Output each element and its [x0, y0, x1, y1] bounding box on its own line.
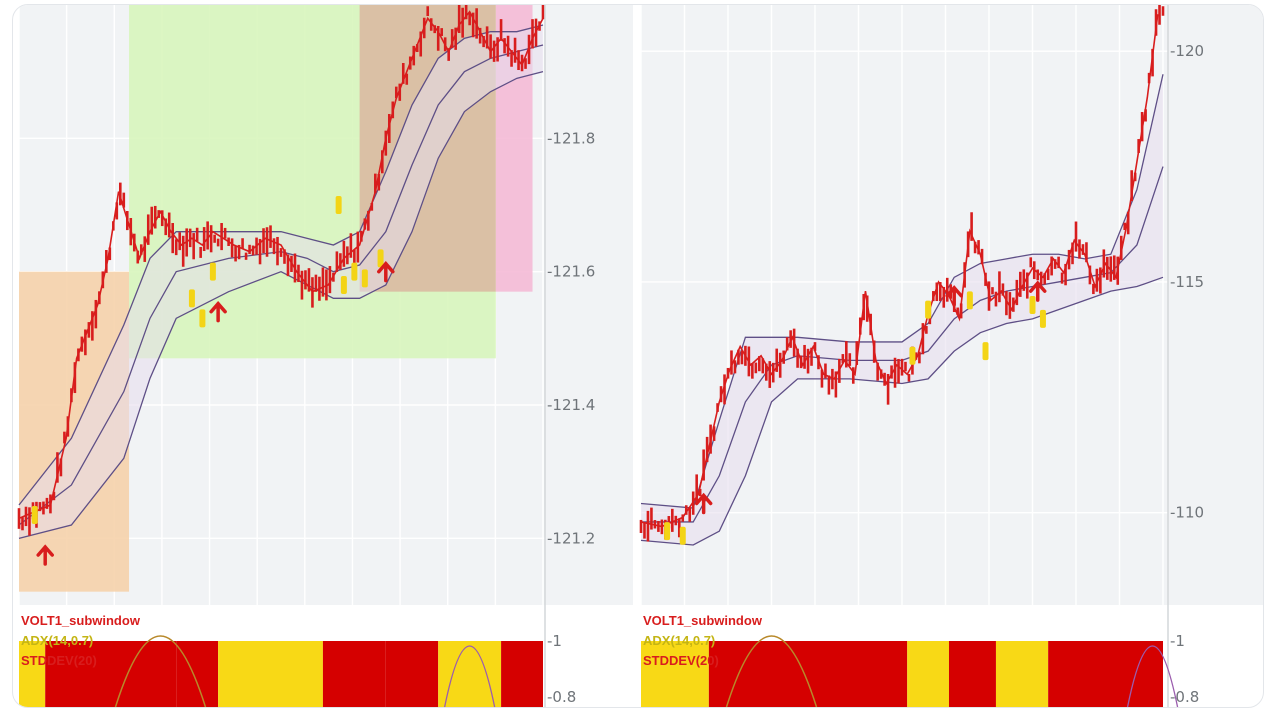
indicator-block-red	[708, 641, 908, 707]
indicator-block-red	[45, 641, 177, 707]
signal-marker	[188, 289, 195, 308]
buy-arrow-icon	[694, 492, 713, 515]
signal-marker	[361, 269, 368, 288]
adx-line	[725, 635, 818, 707]
signal-marker	[199, 309, 206, 328]
buy-arrow-icon	[377, 261, 395, 283]
signal-marker	[1029, 296, 1036, 314]
signal-marker	[209, 262, 216, 281]
signal-marker	[664, 522, 671, 541]
left-chart-panel: -121.2 -121.4 -121.6 -121.8 VOLT1_subwindow A…	[17, 5, 633, 707]
indicator-label: ADX(14,0.7)	[21, 633, 93, 648]
signal-marker	[982, 342, 989, 361]
indicator-block-yellow	[218, 641, 323, 707]
y-tick-label: -120	[1170, 42, 1204, 60]
indicator-tick-label: -1	[1170, 632, 1185, 650]
indicator-block-yellow	[641, 641, 709, 707]
stddev-line	[444, 645, 496, 707]
signal-marker	[966, 291, 973, 310]
y-tick-label: -110	[1170, 504, 1204, 522]
price-line	[640, 14, 1159, 528]
dual-chart-canvas: -121.2 -121.4 -121.6 -121.8 VOLT1_subwindow A…	[17, 5, 1263, 707]
band-middle-line	[18, 44, 544, 526]
signal-marker	[335, 196, 342, 214]
indicator-tick-label: -0.8	[547, 688, 576, 706]
signal-marker	[340, 276, 347, 294]
price-line	[18, 10, 544, 520]
y-tick-label: -121.8	[547, 129, 595, 147]
indicator-block-yellow	[438, 641, 502, 707]
stddev-line	[1126, 645, 1179, 707]
buy-arrow-icon	[945, 285, 963, 307]
indicator-tick-label: -1	[547, 632, 562, 650]
adx-line	[114, 635, 207, 707]
signal-marker	[909, 346, 916, 365]
y-tick-label: -121.4	[547, 396, 595, 414]
indicator-label: VOLT1_subwindow	[21, 613, 141, 628]
indicator-block-red	[948, 641, 996, 707]
band-lower-line	[18, 71, 544, 539]
indicator-label: ADX(14,0.7)	[643, 633, 715, 648]
indicator-block-red	[322, 641, 386, 707]
indicator-block-yellow	[19, 641, 46, 707]
indicator-block-red	[176, 641, 219, 707]
signal-marker	[377, 249, 384, 268]
indicator-label: STDDEV(20)	[21, 653, 97, 668]
y-tick-label: -121.6	[547, 263, 595, 281]
buy-arrow-icon	[209, 301, 227, 323]
chart-card: -121.2 -121.4 -121.6 -121.8 VOLT1_subwindow A…	[12, 4, 1264, 708]
y-tick-label: -121.2	[547, 529, 595, 547]
indicator-block-red	[1048, 641, 1163, 707]
indicator-block-yellow	[995, 641, 1049, 707]
buy-arrow-icon	[36, 544, 54, 566]
signal-marker	[1039, 309, 1046, 328]
band-lower-line	[640, 276, 1164, 546]
indicator-tick-label: -0.8	[1170, 688, 1199, 706]
signal-marker	[925, 300, 932, 319]
indicator-block-red	[501, 641, 543, 707]
indicator-label: STDDEV(20)	[643, 653, 719, 668]
indicator-label: VOLT1_subwindow	[643, 613, 763, 628]
band-fill	[19, 25, 543, 539]
y-tick-label: -115	[1170, 273, 1204, 291]
indicator-block-red	[385, 641, 439, 707]
right-chart-panel: -110 -115 -120 VOLT1_subwindow ADX(14,0.7) ST…	[639, 5, 1263, 707]
buy-arrow-icon	[1028, 280, 1047, 302]
indicator-block-yellow	[907, 641, 949, 707]
signal-marker	[31, 506, 38, 524]
signal-marker	[351, 262, 358, 281]
signal-marker	[679, 526, 686, 545]
